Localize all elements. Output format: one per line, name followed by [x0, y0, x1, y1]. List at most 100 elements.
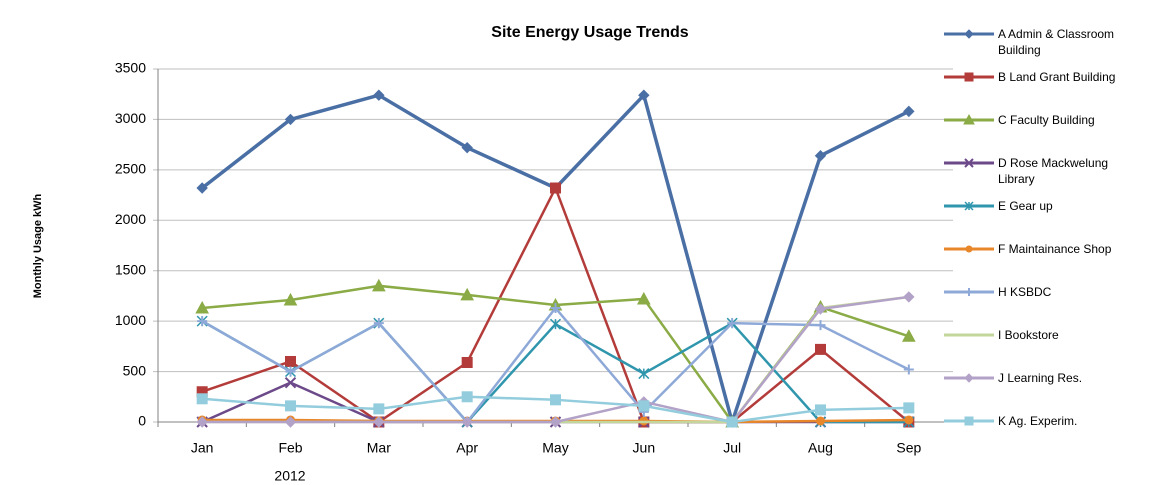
- marker: [965, 288, 973, 296]
- marker: [284, 113, 297, 126]
- marker: [283, 292, 298, 306]
- legend-swatch: [944, 288, 994, 296]
- marker: [964, 158, 974, 168]
- marker: [814, 150, 827, 162]
- y-tick-label: 1500: [115, 261, 146, 277]
- marker: [373, 416, 385, 428]
- legend-entry: I Bookstore: [942, 327, 1152, 343]
- marker: [904, 415, 914, 425]
- x-axis-label: 2012: [274, 468, 305, 484]
- legend-label: B Land Grant Building: [998, 70, 1116, 84]
- legend-swatch: [944, 373, 994, 383]
- marker: [373, 318, 384, 329]
- marker: [638, 400, 650, 412]
- marker: [636, 291, 651, 305]
- y-tick-label: 2500: [115, 161, 146, 177]
- legend-label: F Maintainance Shop: [998, 242, 1112, 256]
- legend-swatch: [944, 416, 994, 426]
- marker: [197, 316, 208, 327]
- marker: [903, 105, 915, 118]
- marker: [461, 416, 473, 428]
- marker: [461, 391, 473, 403]
- legend-label: A Admin & Classroom Building: [998, 27, 1115, 57]
- legend-entry: B Land Grant Building: [942, 69, 1152, 85]
- legend-entry: A Admin & Classroom Building: [942, 26, 1152, 58]
- x-tick-label: Sep: [896, 440, 921, 456]
- y-axis-label: Monthly Usage kWh: [32, 193, 44, 298]
- marker: [549, 318, 562, 330]
- marker: [964, 72, 974, 82]
- legend-entry: H KSBDC: [942, 284, 1152, 300]
- marker: [195, 300, 210, 314]
- marker: [371, 278, 386, 292]
- marker: [638, 89, 650, 101]
- x-tick-label: May: [542, 440, 568, 456]
- legend-swatch: [944, 333, 994, 337]
- marker: [285, 400, 296, 412]
- marker: [964, 373, 974, 383]
- x-tick-label: Aug: [808, 440, 833, 456]
- marker: [814, 303, 827, 315]
- marker: [550, 394, 561, 406]
- marker: [373, 89, 385, 101]
- legend-swatch: [944, 113, 994, 125]
- x-tick-label: Jun: [633, 440, 656, 456]
- legend-label: J Learning Res.: [998, 371, 1083, 385]
- x-tick-label: Mar: [367, 440, 391, 456]
- x-tick-label: Feb: [278, 440, 302, 456]
- legend-label: C Faculty Building: [998, 113, 1095, 127]
- y-tick-label: 500: [123, 362, 147, 378]
- marker: [964, 29, 974, 39]
- legend-swatch: [944, 72, 994, 82]
- marker: [965, 245, 973, 253]
- marker: [373, 403, 385, 415]
- legend-entry: K Ag. Experim.: [942, 413, 1152, 429]
- marker: [196, 182, 208, 194]
- chart-title: Site Energy Usage Trends: [491, 24, 689, 41]
- marker: [816, 416, 825, 426]
- legend-label: K Ag. Experim.: [998, 414, 1078, 428]
- marker: [815, 343, 826, 355]
- marker: [461, 356, 473, 368]
- marker: [815, 404, 826, 416]
- marker: [903, 291, 915, 303]
- legend-swatch: [944, 29, 994, 39]
- y-tick-label: 3500: [115, 60, 146, 76]
- marker: [903, 402, 915, 414]
- marker: [549, 416, 562, 428]
- legend-entry: J Learning Res.: [942, 370, 1152, 386]
- y-tick-label: 3000: [115, 110, 146, 126]
- marker: [963, 113, 975, 125]
- marker: [901, 329, 916, 342]
- y-tick-label: 2000: [115, 211, 146, 227]
- marker: [460, 287, 475, 301]
- marker: [284, 376, 297, 389]
- x-tick-label: Apr: [456, 440, 478, 456]
- legend-entry: C Faculty Building: [942, 112, 1152, 128]
- legend-entry: E Gear up: [942, 198, 1152, 214]
- marker: [550, 182, 561, 194]
- legend-label: E Gear up: [998, 199, 1053, 213]
- marker: [726, 416, 738, 428]
- marker: [964, 416, 974, 426]
- marker: [964, 201, 974, 211]
- marker: [903, 364, 914, 375]
- legend-label: D Rose Mackwelung Library: [998, 156, 1109, 186]
- legend-entry: D Rose Mackwelung Library: [942, 155, 1152, 187]
- legend-entry: F Maintainance Shop: [942, 241, 1152, 257]
- x-tick-label: Jan: [191, 440, 214, 456]
- legend-label: I Bookstore: [998, 328, 1059, 342]
- legend-swatch: [944, 158, 994, 168]
- marker: [196, 416, 208, 428]
- marker: [284, 416, 297, 428]
- marker: [285, 355, 296, 367]
- marker: [285, 366, 296, 377]
- marker: [196, 393, 208, 405]
- legend-swatch: [944, 201, 994, 211]
- marker: [461, 141, 473, 154]
- y-tick-label: 0: [138, 413, 146, 429]
- marker: [815, 320, 826, 331]
- legend-label: H KSBDC: [998, 285, 1052, 299]
